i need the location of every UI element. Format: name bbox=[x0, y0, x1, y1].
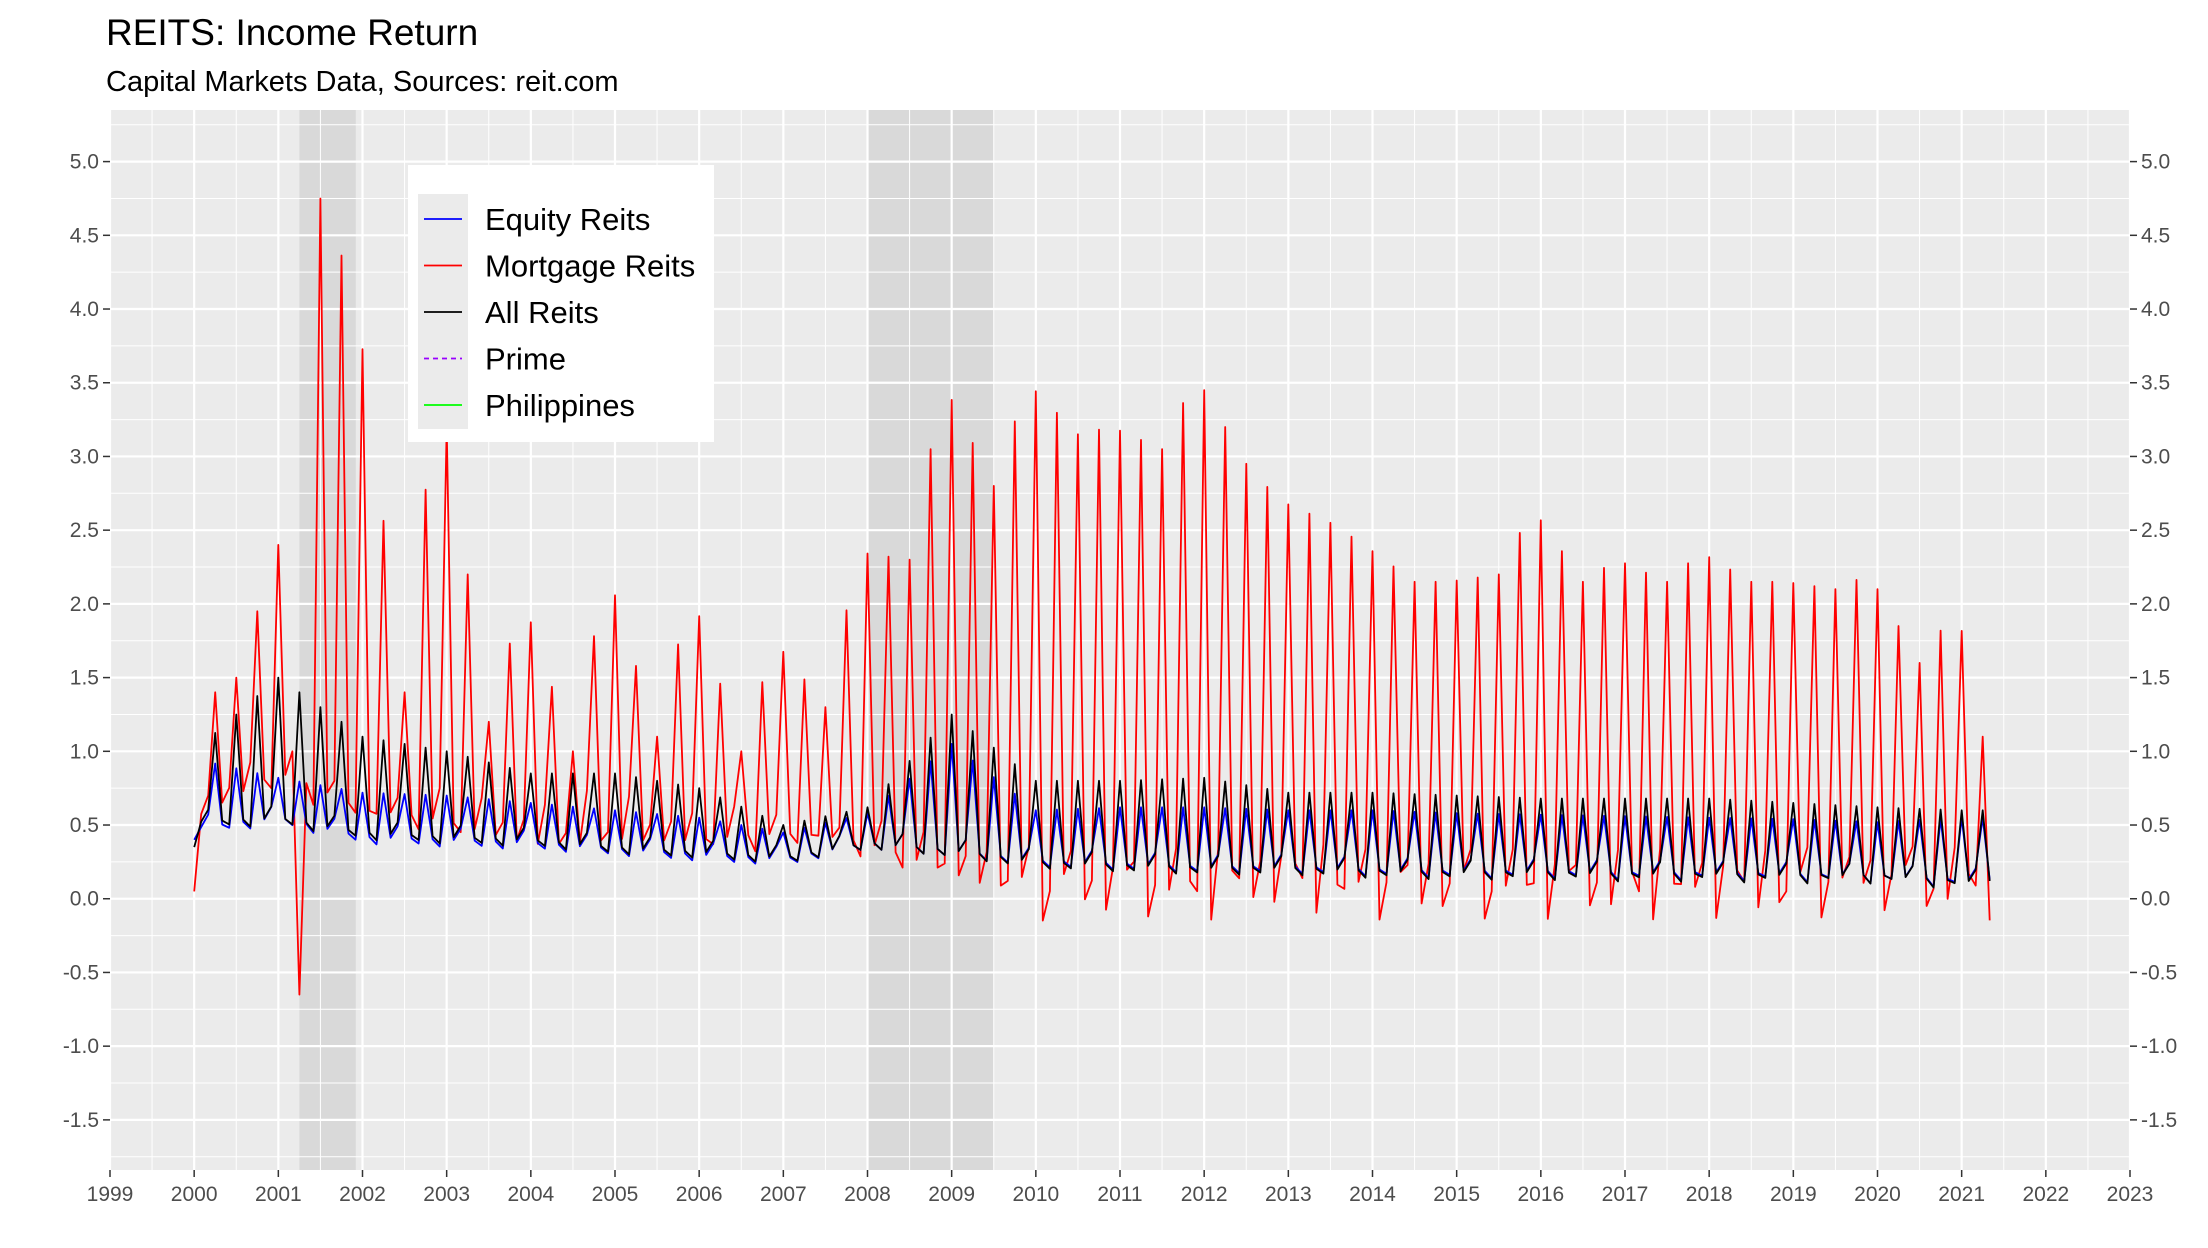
series-line-all bbox=[193, 676, 1991, 889]
y-tick-label-right: 3.0 bbox=[2141, 445, 2170, 468]
x-tick-label: 2023 bbox=[2107, 1183, 2154, 1206]
y-tick-label-left: -0.5 bbox=[63, 961, 99, 984]
x-tick-label: 2007 bbox=[760, 1183, 807, 1206]
y-tick-label-right: 4.0 bbox=[2141, 298, 2170, 321]
x-tick-label: 2008 bbox=[844, 1183, 891, 1206]
y-tick-label-right: 4.5 bbox=[2141, 224, 2170, 247]
y-tick-label-left: 2.0 bbox=[70, 593, 99, 616]
y-tick-label-right: -1.0 bbox=[2141, 1035, 2177, 1058]
legend-label-mortgage: Mortgage Reits bbox=[485, 249, 695, 284]
y-tick-label-left: 1.0 bbox=[70, 740, 99, 763]
chart-subtitle: Capital Markets Data, Sources: reit.com bbox=[106, 66, 619, 98]
x-tick-label: 1999 bbox=[87, 1183, 134, 1206]
legend-label-all: All Reits bbox=[485, 295, 599, 330]
x-tick-label: 2019 bbox=[1770, 1183, 1817, 1206]
y-tick-label-right: 3.5 bbox=[2141, 372, 2170, 395]
x-tick-label: 2009 bbox=[928, 1183, 975, 1206]
x-tick-label: 2016 bbox=[1517, 1183, 1564, 1206]
x-tick-label: 2011 bbox=[1097, 1183, 1142, 1206]
y-tick-label-left: -1.5 bbox=[63, 1109, 99, 1132]
x-tick-label: 2005 bbox=[592, 1183, 639, 1206]
y-tick-label-right: 0.5 bbox=[2141, 814, 2170, 837]
legend-label-equity: Equity Reits bbox=[485, 202, 650, 237]
y-tick-label-left: 0.5 bbox=[70, 814, 99, 837]
y-tick-label-left: 5.0 bbox=[70, 151, 99, 174]
recession-band bbox=[867, 110, 994, 1170]
y-tick-label-right: 1.5 bbox=[2141, 667, 2170, 690]
y-tick-label-right: -0.5 bbox=[2141, 961, 2177, 984]
x-tick-label: 2012 bbox=[1181, 1183, 1228, 1206]
x-tick-label: 2014 bbox=[1349, 1183, 1396, 1206]
x-tick-label: 2017 bbox=[1602, 1183, 1649, 1206]
x-tick-label: 2001 bbox=[255, 1183, 302, 1206]
y-tick-label-left: -1.0 bbox=[63, 1035, 99, 1058]
x-tick-label: 2018 bbox=[1686, 1183, 1733, 1206]
x-tick-label: 2006 bbox=[676, 1183, 723, 1206]
y-tick-label-right: -1.5 bbox=[2141, 1109, 2177, 1132]
x-tick-label: 2010 bbox=[1012, 1183, 1059, 1206]
y-tick-label-left: 2.5 bbox=[70, 519, 99, 542]
series-lines bbox=[193, 197, 1991, 996]
legend-label-prime: Prime bbox=[485, 342, 566, 377]
y-tick-label-right: 5.0 bbox=[2141, 151, 2170, 174]
x-tick-label: 2004 bbox=[507, 1183, 554, 1206]
y-tick-label-right: 0.0 bbox=[2141, 888, 2170, 911]
x-tick-label: 2003 bbox=[423, 1183, 470, 1206]
x-tick-label: 2021 bbox=[1938, 1183, 1985, 1206]
chart-title: REITS: Income Return bbox=[106, 12, 478, 53]
y-tick-label-left: 4.5 bbox=[70, 224, 99, 247]
series-line-mortgage bbox=[193, 197, 1991, 996]
legend: Equity Reits Mortgage Reits All Reits Prime… bbox=[408, 165, 714, 442]
x-tick-label: 2020 bbox=[1854, 1183, 1901, 1206]
x-tick-label: 2013 bbox=[1265, 1183, 1312, 1206]
y-tick-label-right: 2.0 bbox=[2141, 593, 2170, 616]
y-tick-label-left: 1.5 bbox=[70, 667, 99, 690]
y-tick-label-left: 3.5 bbox=[70, 372, 99, 395]
y-tick-label-left: 0.0 bbox=[70, 888, 99, 911]
y-tick-label-left: 4.0 bbox=[70, 298, 99, 321]
x-tick-label: 2000 bbox=[171, 1183, 218, 1206]
y-tick-label-right: 2.5 bbox=[2141, 519, 2170, 542]
legend-label-philippines: Philippines bbox=[485, 388, 635, 423]
x-tick-label: 2002 bbox=[339, 1183, 386, 1206]
x-tick-label: 2022 bbox=[2022, 1183, 2069, 1206]
y-tick-label-right: 1.0 bbox=[2141, 740, 2170, 763]
axes: -1.5 -1.5 -1.0 -1.0 -0.5 -0.5 0.0 0.0 0.5 0.5 1.0 1… bbox=[63, 151, 2177, 1206]
x-tick-label: 2015 bbox=[1433, 1183, 1480, 1206]
y-tick-label-left: 3.0 bbox=[70, 445, 99, 468]
